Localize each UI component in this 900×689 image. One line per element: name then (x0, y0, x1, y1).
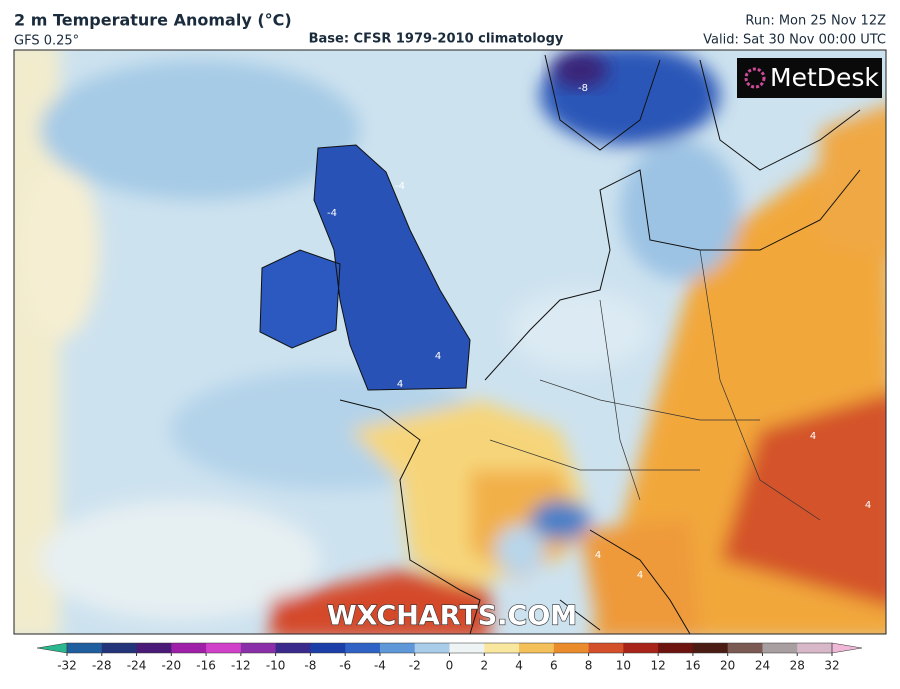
colorbar-tick-label: -12 (231, 659, 251, 673)
colorbar-segment (519, 643, 555, 653)
colorbar-segment (101, 643, 138, 653)
colorbar-segment (67, 643, 103, 653)
ireland-anomaly (260, 250, 340, 348)
colorbar: -32 -28 -24 -20 -16 -12 -10 -8 -6 -4 -2 0 2 4 6 8 10 12 16… (36, 642, 863, 673)
colorbar-tick-label: 0 (446, 659, 454, 673)
colorbar-tick-label: 16 (685, 659, 700, 673)
contour-label: -8 (578, 83, 588, 94)
contour-label: 4 (595, 550, 601, 561)
colorbar-tick-label: -2 (409, 659, 421, 673)
colorbar-end (831, 642, 863, 654)
colorbar-tick-label: 10 (616, 659, 631, 673)
colorbar-tick-label: -16 (196, 659, 216, 673)
colorbar-segment (692, 643, 729, 653)
colorbar-segment (414, 643, 450, 653)
borders (489, 249, 821, 521)
colorbar-segment (275, 643, 311, 653)
contour-label: 4 (397, 379, 403, 390)
logo: MetDesk (770, 63, 879, 92)
colorbar-segment (136, 643, 172, 653)
colorbar-segment (623, 643, 659, 653)
coastline (259, 54, 861, 634)
colorbar-segment (310, 643, 346, 653)
run: Run: Mon 25 Nov 12Z (745, 14, 886, 29)
colorbar-end (36, 642, 68, 654)
colorbar-tick-label: -28 (92, 659, 112, 673)
colorbar-segment (588, 643, 624, 653)
colorbar-segment (171, 643, 207, 653)
colorbar-segment (727, 643, 763, 653)
contour-label: 4 (435, 351, 441, 362)
colorbar-tick-label: 4 (515, 659, 523, 673)
logo-box (737, 58, 882, 98)
colorbar-segment (658, 643, 694, 653)
colorbar-segment (762, 643, 798, 653)
colorbar-tick-label: -6 (339, 659, 351, 673)
britain-anomaly (314, 145, 470, 390)
colorbar-tick-label: -32 (57, 659, 77, 673)
colorbar-tick-label: -8 (304, 659, 316, 673)
map-frame (13, 49, 887, 635)
contour-label: -4 (327, 208, 337, 219)
colorbar-tick-label: 24 (755, 659, 770, 673)
model: GFS 0.25° (14, 34, 79, 49)
colorbar-tick-label: 12 (650, 659, 665, 673)
colorbar-segment (206, 643, 242, 653)
watermark: WXCHARTS.COM (327, 601, 577, 632)
colorbar-tick-label: -10 (266, 659, 286, 673)
valid: Valid: Sat 30 Nov 00:00 UTC (703, 33, 886, 48)
colorbar-tick-label: -4 (374, 659, 386, 673)
anomaly-field (14, 50, 886, 634)
colorbar-segment (449, 643, 485, 653)
base: Base: CFSR 1979-2010 climatology (309, 32, 564, 47)
colorbar-tick-label: -20 (162, 659, 182, 673)
colorbar-segment (553, 643, 590, 653)
colorbar-segment (240, 643, 277, 653)
contour-label: -4 (395, 181, 405, 192)
colorbar-segment (345, 643, 381, 653)
contour-labels: -8 -4 -4 4 4 4 4 4 4 (327, 83, 871, 581)
logo-icon (744, 67, 766, 89)
colorbar-tick-label: 20 (720, 659, 735, 673)
colorbar-tick-label: 28 (790, 659, 805, 673)
contour-label: 4 (810, 431, 816, 442)
contour-label: 4 (637, 570, 643, 581)
colorbar-segment (379, 643, 416, 653)
title: 2 m Temperature Anomaly (°C) (14, 11, 292, 30)
colorbar-segment (797, 643, 833, 653)
contour-label: 4 (865, 500, 871, 511)
cold-core (552, 52, 608, 88)
colorbar-tick-label: 2 (480, 659, 488, 673)
colorbar-tick-label: -24 (127, 659, 147, 673)
map (14, 50, 886, 634)
colorbar-segment (484, 643, 520, 653)
colorbar-tick-label: 32 (824, 659, 839, 673)
colorbar-tick-label: 8 (585, 659, 593, 673)
colorbar-tick-label: 6 (550, 659, 558, 673)
